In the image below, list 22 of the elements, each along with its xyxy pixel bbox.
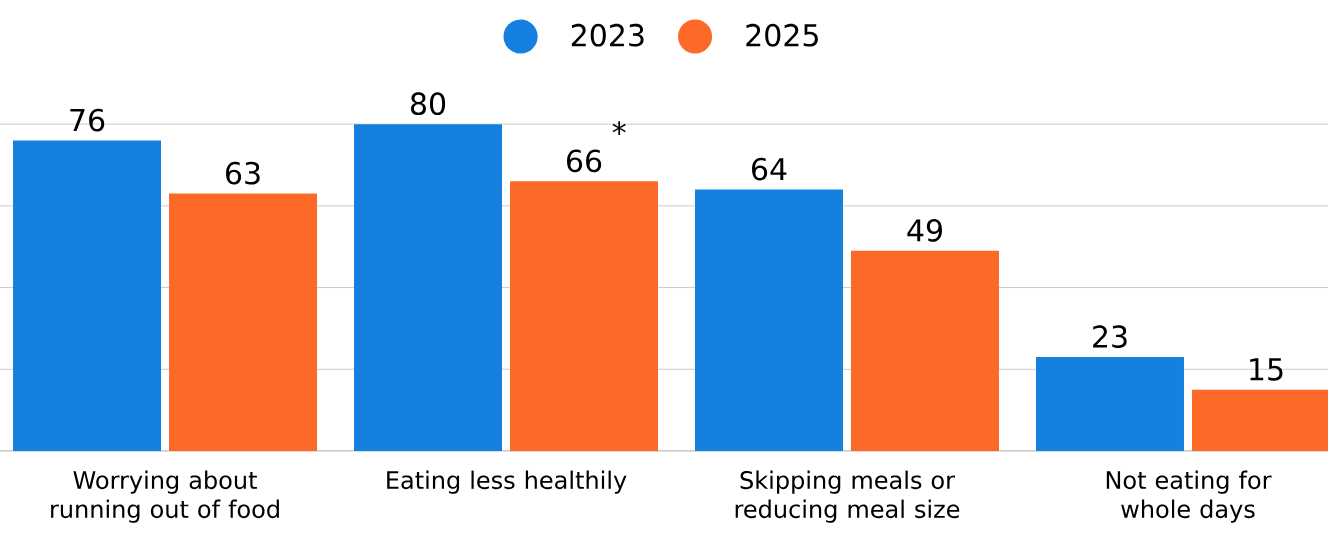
bar: [851, 250, 999, 451]
data-label: 49: [907, 219, 942, 242]
x-tick-label: Eating less healthily: [387, 470, 627, 494]
data-label: 63: [226, 161, 260, 185]
bar: [1036, 357, 1184, 451]
annotation: *: [612, 121, 626, 135]
data-label: 66: [567, 149, 602, 173]
bar: [695, 189, 844, 451]
bar: [169, 193, 318, 451]
legend-label: 2025: [746, 23, 818, 47]
data-label: 15: [1250, 358, 1283, 381]
x-tick-label: Skipping meals or reducing meal size: [735, 470, 960, 523]
data-label: 23: [1093, 325, 1127, 348]
legend-label: 2023: [571, 23, 644, 47]
data-label: 76: [70, 108, 105, 132]
data-label: 64: [752, 157, 787, 181]
x-tick-label: Worrying about running out of food: [51, 470, 279, 523]
bar: [354, 124, 503, 451]
bar: [510, 181, 658, 451]
data-label: 80: [410, 92, 446, 116]
bar: [13, 140, 162, 451]
x-tick-label: Not eating for whole days: [1106, 470, 1272, 523]
